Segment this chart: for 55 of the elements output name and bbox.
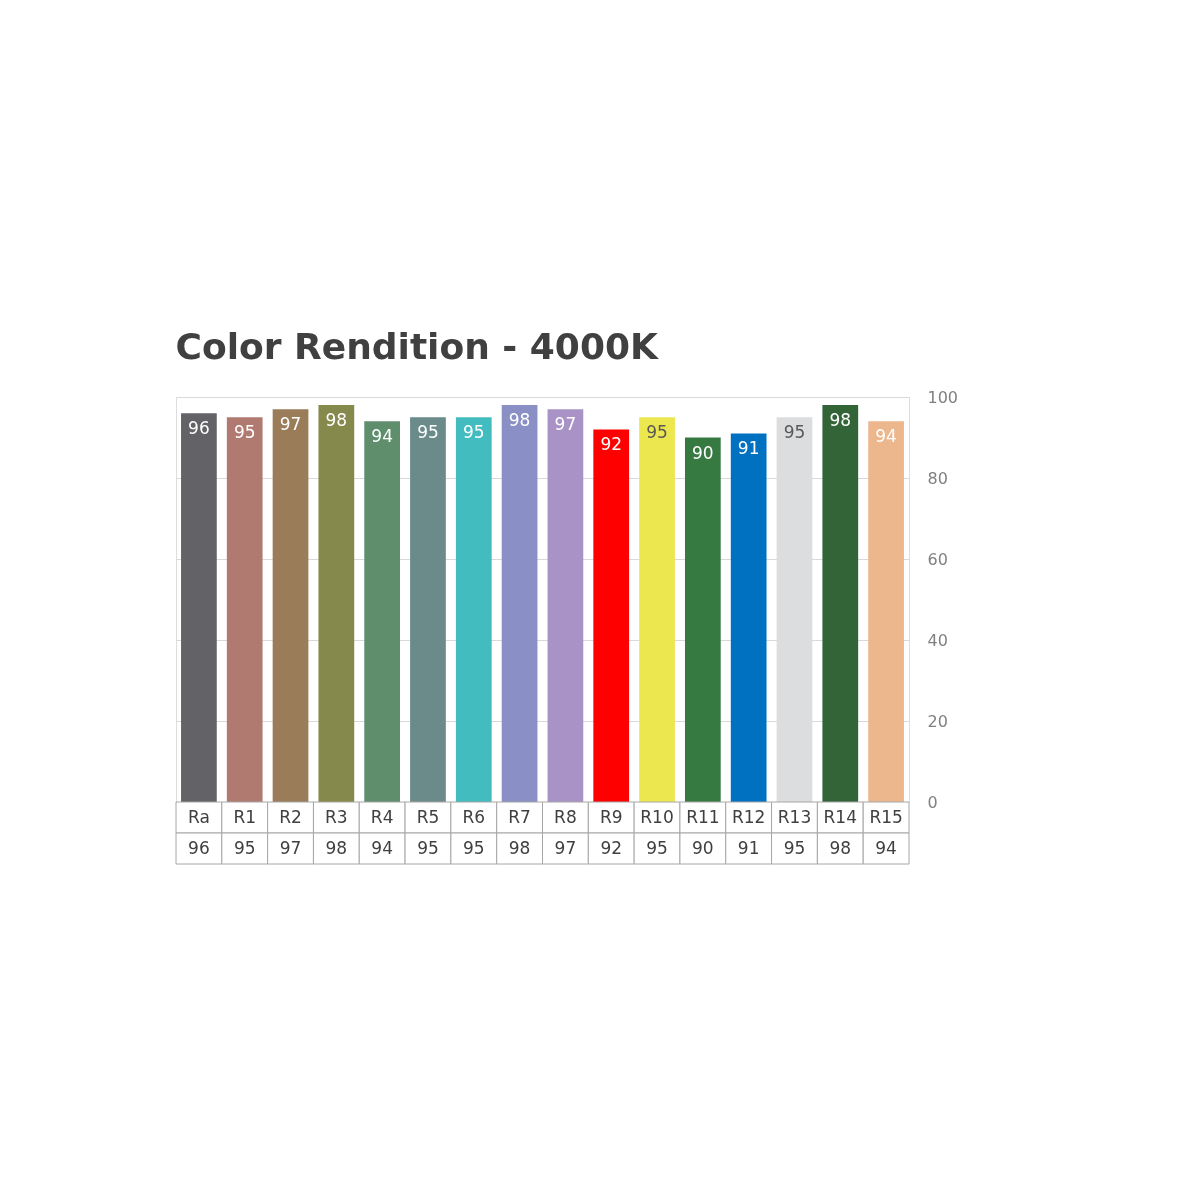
data-label: 95 — [646, 837, 668, 858]
x-tick-label: R3 — [325, 806, 348, 827]
x-tick-label: R11 — [686, 806, 720, 827]
annotation: 96 — [188, 418, 210, 439]
data-label: 97 — [279, 837, 302, 858]
annotation: 92 — [600, 434, 623, 455]
annotation: 95 — [462, 422, 485, 443]
x-tick-label: R5 — [416, 806, 440, 827]
data-label: 92 — [600, 837, 623, 858]
chart-title: Color Rendition - 4000K — [175, 326, 659, 367]
y-tick-label: 40 — [927, 630, 948, 650]
data-label: 98 — [829, 837, 852, 858]
y-tick-label: 100 — [927, 387, 959, 407]
x-tick-label: R14 — [823, 806, 858, 827]
x-tick-label: R10 — [640, 806, 674, 827]
data-label: 94 — [875, 837, 897, 858]
annotation: 95 — [417, 422, 439, 443]
data-label: 94 — [371, 837, 393, 858]
x-tick-label: R12 — [731, 806, 766, 827]
annotation: 98 — [325, 410, 348, 431]
data-label: 91 — [737, 837, 760, 858]
x-tick-label: R13 — [777, 806, 812, 827]
x-tick-label: R1 — [233, 806, 257, 827]
annotation: 98 — [829, 410, 852, 431]
annotation: 98 — [508, 410, 531, 431]
annotation: 95 — [233, 422, 256, 443]
annotation: 95 — [646, 422, 668, 443]
x-tick-label: R6 — [462, 806, 486, 827]
annotation: 97 — [279, 414, 302, 435]
annotation: 94 — [371, 426, 393, 447]
data-label: 97 — [554, 837, 577, 858]
data-label: 98 — [325, 837, 348, 858]
annotation: 90 — [692, 442, 714, 463]
x-tick-label: R9 — [599, 806, 623, 827]
annotation: 95 — [783, 422, 806, 443]
data-label: 95 — [417, 837, 439, 858]
x-tick-label: R15 — [869, 806, 903, 827]
data-label: 90 — [692, 837, 714, 858]
y-tick-label: 80 — [927, 468, 948, 488]
y-tick-label: 0 — [927, 792, 938, 812]
x-tick-label: Ra — [187, 806, 210, 827]
x-tick-label: R8 — [554, 806, 577, 827]
annotation: 97 — [554, 414, 577, 435]
data-label: 95 — [233, 837, 256, 858]
y-tick-label: 20 — [927, 711, 948, 731]
x-tick-label: R7 — [508, 806, 531, 827]
x-tick-label: R2 — [279, 806, 302, 827]
data-label: 95 — [783, 837, 806, 858]
data-label: 95 — [462, 837, 485, 858]
y-tick-label: 60 — [927, 549, 948, 569]
x-tick-label: R4 — [370, 806, 394, 827]
annotation: 94 — [875, 426, 897, 447]
annotation: 91 — [737, 438, 760, 459]
data-label: 96 — [188, 837, 210, 858]
data-label: 98 — [508, 837, 531, 858]
